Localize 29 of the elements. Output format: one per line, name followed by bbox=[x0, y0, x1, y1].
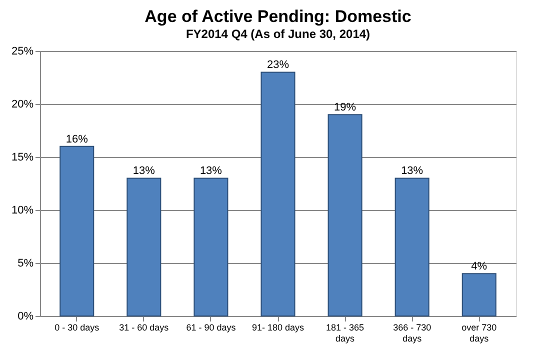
y-tick-label: 10% bbox=[11, 204, 34, 216]
bar bbox=[126, 178, 162, 316]
bar bbox=[462, 273, 496, 316]
data-label: 13% bbox=[132, 165, 156, 178]
x-tick-label: 31 - 60 days bbox=[119, 322, 170, 332]
chart-subtitle: FY2014 Q4 (As of June 30, 2014) bbox=[186, 27, 370, 41]
data-label: 23% bbox=[266, 59, 290, 72]
y-tick-label: 25% bbox=[11, 46, 34, 58]
bar bbox=[60, 146, 94, 316]
bar bbox=[328, 114, 362, 316]
x-tick-label: 91- 180 days bbox=[252, 322, 305, 332]
bar bbox=[194, 178, 228, 316]
x-tick-label: 61 - 90 days bbox=[186, 322, 236, 332]
data-label: 16% bbox=[66, 133, 88, 146]
data-label: 4% bbox=[471, 260, 488, 273]
data-label: 13% bbox=[401, 165, 424, 178]
bar bbox=[394, 178, 430, 316]
y-tick-label: 15% bbox=[11, 152, 34, 164]
x-tick-label: over 730 days bbox=[462, 322, 497, 344]
data-label: 19% bbox=[334, 102, 356, 114]
y-tick-label: 5% bbox=[18, 258, 34, 270]
bar bbox=[260, 72, 296, 316]
data-label: 13% bbox=[200, 165, 222, 178]
x-tick-label: 181 - 365 days bbox=[326, 322, 364, 344]
x-tick-label: 0 - 30 days bbox=[54, 322, 100, 332]
y-tick-label: 20% bbox=[11, 98, 34, 110]
y-tick-label: 0% bbox=[18, 310, 34, 322]
x-tick-label: 366 - 730 days bbox=[393, 322, 432, 344]
chart-title: Age of Active Pending: Domestic bbox=[144, 7, 412, 26]
